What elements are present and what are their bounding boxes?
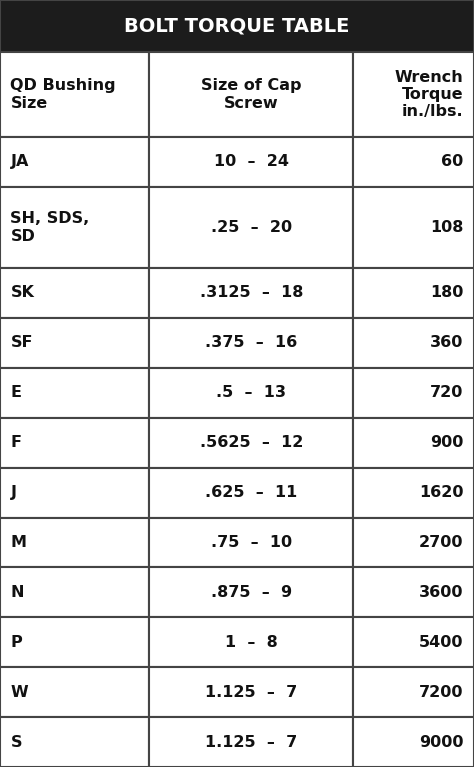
Text: 900: 900	[430, 435, 464, 450]
Text: 1.125  –  7: 1.125 – 7	[205, 685, 297, 700]
Text: N: N	[10, 585, 24, 600]
Text: .3125  –  18: .3125 – 18	[200, 285, 303, 301]
Bar	[0, 568, 149, 617]
Bar	[149, 52, 353, 137]
Bar	[0, 137, 149, 186]
Bar	[353, 52, 474, 137]
Text: S: S	[10, 735, 22, 749]
Text: 1  –  8: 1 – 8	[225, 635, 278, 650]
Bar	[149, 268, 353, 318]
Text: Wrench
Torque
in./lbs.: Wrench Torque in./lbs.	[395, 70, 464, 120]
Text: .5  –  13: .5 – 13	[216, 385, 286, 400]
Text: 5400: 5400	[419, 635, 464, 650]
Bar	[0, 318, 149, 368]
Bar	[0, 52, 149, 137]
Text: JA: JA	[10, 154, 29, 170]
Text: J: J	[10, 485, 17, 500]
Text: .75  –  10: .75 – 10	[210, 535, 292, 550]
Text: QD Bushing
Size: QD Bushing Size	[10, 78, 116, 110]
Bar	[0, 186, 149, 268]
Text: 108: 108	[430, 220, 464, 235]
Bar	[149, 617, 353, 667]
Text: SF: SF	[10, 335, 33, 351]
Bar	[0, 418, 149, 468]
Text: .25  –  20: .25 – 20	[210, 220, 292, 235]
Bar	[149, 568, 353, 617]
Text: F: F	[10, 435, 21, 450]
Bar	[0, 667, 149, 717]
Bar	[0, 717, 149, 767]
Text: SH, SDS,
SD: SH, SDS, SD	[10, 211, 90, 244]
Text: P: P	[10, 635, 22, 650]
Bar	[353, 568, 474, 617]
Bar	[149, 318, 353, 368]
Text: E: E	[10, 385, 21, 400]
Bar	[353, 717, 474, 767]
Bar	[0, 468, 149, 518]
Bar	[353, 368, 474, 418]
Bar	[149, 667, 353, 717]
Text: .625  –  11: .625 – 11	[205, 485, 297, 500]
Text: .375  –  16: .375 – 16	[205, 335, 297, 351]
Bar	[353, 318, 474, 368]
Bar	[149, 368, 353, 418]
Text: .875  –  9: .875 – 9	[210, 585, 292, 600]
Bar	[0, 368, 149, 418]
Bar	[353, 617, 474, 667]
Bar	[0, 518, 149, 568]
Text: BOLT TORQUE TABLE: BOLT TORQUE TABLE	[124, 17, 350, 35]
Bar	[149, 717, 353, 767]
Bar	[149, 468, 353, 518]
Bar	[0, 0, 474, 52]
Bar	[353, 667, 474, 717]
Text: 1620: 1620	[419, 485, 464, 500]
Text: M: M	[10, 535, 27, 550]
Bar	[353, 518, 474, 568]
Bar	[149, 137, 353, 186]
Bar	[353, 268, 474, 318]
Text: Size of Cap
Screw: Size of Cap Screw	[201, 78, 301, 110]
Bar	[149, 186, 353, 268]
Text: 1.125  –  7: 1.125 – 7	[205, 735, 297, 749]
Bar	[353, 186, 474, 268]
Text: 180: 180	[430, 285, 464, 301]
Text: .5625  –  12: .5625 – 12	[200, 435, 303, 450]
Text: SK: SK	[10, 285, 34, 301]
Text: 7200: 7200	[419, 685, 464, 700]
Bar	[0, 617, 149, 667]
Bar	[0, 268, 149, 318]
Bar	[353, 418, 474, 468]
Text: 3600: 3600	[419, 585, 464, 600]
Bar	[353, 468, 474, 518]
Text: W: W	[10, 685, 28, 700]
Text: 360: 360	[430, 335, 464, 351]
Bar	[149, 518, 353, 568]
Text: 10  –  24: 10 – 24	[214, 154, 289, 170]
Bar	[149, 418, 353, 468]
Text: 9000: 9000	[419, 735, 464, 749]
Bar	[353, 137, 474, 186]
Text: 60: 60	[441, 154, 464, 170]
Text: 2700: 2700	[419, 535, 464, 550]
Text: 720: 720	[430, 385, 464, 400]
